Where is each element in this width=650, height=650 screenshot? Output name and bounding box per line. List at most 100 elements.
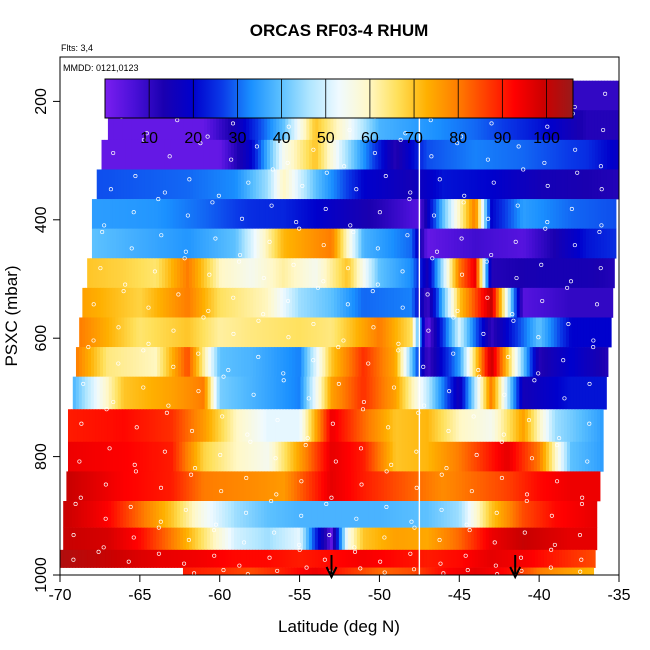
layer-cell — [548, 441, 553, 472]
layer-cell — [264, 549, 269, 568]
layer-cell — [402, 471, 406, 502]
layer-cell — [216, 527, 220, 551]
layer-cell — [592, 317, 597, 348]
layer-cell — [545, 527, 550, 551]
layer-cell — [397, 199, 401, 229]
layer-cell — [561, 287, 566, 318]
layer-cell — [214, 347, 218, 377]
layer-marker — [182, 561, 187, 566]
layer-cell — [600, 169, 605, 200]
layer-cell — [132, 169, 137, 200]
layer-cell — [150, 501, 154, 528]
layer-cell — [72, 471, 76, 502]
layer-cell — [609, 228, 614, 259]
layer-cell — [467, 567, 472, 575]
layer-cell — [129, 527, 133, 551]
layer-band — [67, 407, 604, 443]
layer-cell — [544, 347, 549, 377]
layer-marker — [131, 535, 136, 540]
layer-cell — [564, 228, 569, 259]
layer-cell — [588, 169, 593, 200]
layer-cell — [77, 441, 81, 472]
layer-cell — [362, 258, 367, 289]
layer-cell — [231, 471, 235, 502]
layer-cell — [291, 471, 295, 502]
layer-cell — [551, 409, 556, 443]
layer-cell — [443, 501, 448, 528]
layer-cell — [430, 347, 435, 377]
layer-cell — [258, 376, 263, 410]
layer-cell — [231, 527, 235, 551]
layer-cell — [313, 317, 318, 348]
layer-cell — [511, 347, 516, 377]
layer-cell — [267, 169, 272, 200]
layer-cell — [222, 376, 227, 410]
layer-marker — [513, 239, 518, 244]
layer-cell — [476, 409, 481, 443]
x-tick-label: -70 — [48, 587, 71, 604]
layer-cell — [141, 527, 145, 551]
layer-cell — [561, 199, 566, 229]
layer-cell — [379, 228, 383, 259]
layer-cell — [563, 409, 568, 443]
layer-marker — [396, 341, 401, 346]
layer-cell — [352, 347, 357, 377]
layer-cell — [592, 347, 597, 377]
layer-cell — [250, 287, 254, 318]
layer-cell — [426, 169, 431, 200]
layer-cell — [174, 376, 179, 410]
layer-cell — [164, 139, 169, 170]
layer-cell — [213, 110, 217, 141]
layer-cell — [355, 317, 360, 348]
layer-cell — [499, 347, 504, 377]
layer-cell — [468, 287, 473, 318]
layer-cell — [103, 347, 107, 377]
layer-cell — [180, 376, 185, 410]
layer-marker — [261, 275, 266, 281]
layer-cell — [87, 258, 91, 289]
layer-cell — [106, 317, 110, 348]
layer-cell — [141, 549, 145, 568]
layer-marker — [324, 170, 329, 175]
layer-cell — [348, 287, 353, 318]
layer-cell — [409, 347, 414, 377]
layer-cell — [606, 287, 611, 318]
layer-cell — [538, 317, 543, 348]
layer-cell — [129, 471, 133, 502]
colorbar-tick-label: 80 — [449, 130, 467, 147]
layer-cell — [470, 258, 475, 289]
layer-cell — [238, 287, 242, 318]
layer-marker — [267, 555, 272, 560]
layer-cell — [251, 139, 256, 170]
layer-marker — [231, 295, 236, 300]
layer-cell — [353, 441, 358, 472]
layer-cell — [130, 287, 134, 318]
layer-cell — [188, 567, 193, 575]
layer-cell — [336, 376, 341, 410]
layer-marker — [572, 243, 577, 248]
layer-cell — [281, 501, 286, 528]
layer-cell — [128, 139, 133, 170]
layer-cell — [576, 287, 581, 318]
layer-cell — [336, 169, 341, 200]
layer-cell — [490, 199, 494, 229]
layer-cell — [173, 409, 177, 443]
layer-cell — [90, 347, 95, 377]
layer-cell — [192, 169, 197, 200]
layer-cell — [549, 169, 554, 200]
colorbar-ticks: 10 20 30 40 50 60 70 80 90 100 — [140, 79, 560, 147]
layer-cell — [473, 527, 478, 551]
layer-cell — [236, 258, 241, 289]
layer-cell — [162, 169, 167, 200]
layer-cell — [333, 471, 337, 502]
layer-cell — [172, 199, 177, 229]
layer-cell — [446, 441, 451, 472]
layer-cell — [240, 501, 244, 528]
layer-cell — [249, 549, 253, 568]
layer-cell — [177, 471, 181, 502]
layer-cell — [540, 199, 545, 229]
layer-cell — [609, 169, 614, 200]
layer-cell — [140, 110, 145, 141]
layer-cell — [107, 441, 111, 472]
layer-cell — [225, 471, 229, 502]
